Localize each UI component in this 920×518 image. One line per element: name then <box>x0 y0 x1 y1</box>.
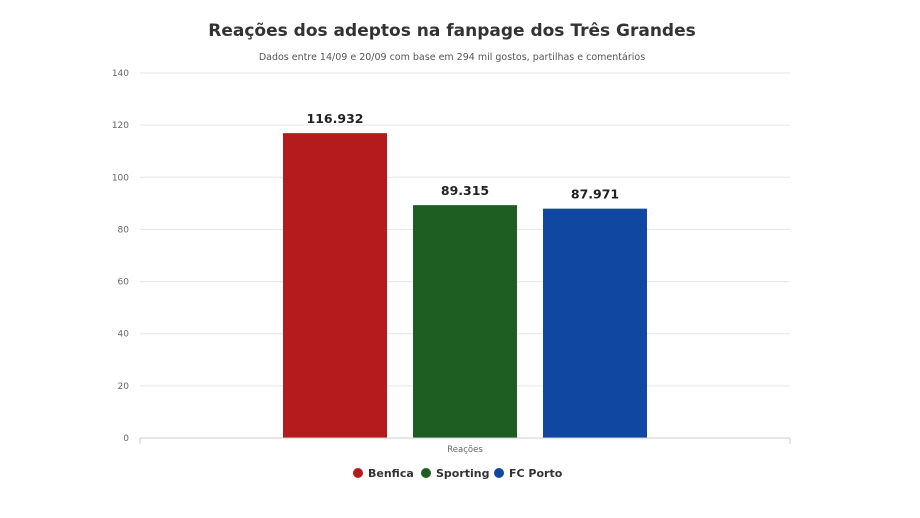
x-axis: Reações <box>139 437 791 455</box>
legend-marker <box>494 468 504 478</box>
legend-label: Benfica <box>368 467 414 480</box>
legend-label: FC Porto <box>509 467 563 480</box>
legend-label: Sporting <box>436 467 490 480</box>
chart-subtitle: Dados entre 14/09 e 20/09 com base em 29… <box>259 52 645 63</box>
y-tick-label: 40 <box>118 330 130 340</box>
bar-benfica[interactable] <box>283 133 387 438</box>
data-label: 87.971 <box>571 187 619 202</box>
bars: 116.932 89.315 87.971 <box>283 111 647 438</box>
legend-item-fc-porto[interactable]: FC Porto <box>494 467 563 480</box>
y-tick-label: 140 <box>112 69 129 79</box>
y-axis-ticks: 0 20 40 60 80 100 120 140 <box>112 69 129 444</box>
data-label: 116.932 <box>307 111 364 126</box>
chart-title: Reações dos adeptos na fanpage dos Três … <box>208 21 696 41</box>
legend-marker <box>421 468 431 478</box>
legend-marker <box>353 468 363 478</box>
y-tick-label: 100 <box>112 173 129 183</box>
legend-item-benfica[interactable]: Benfica <box>353 467 414 480</box>
data-label: 89.315 <box>441 183 489 198</box>
y-tick-label: 0 <box>123 434 129 444</box>
y-tick-label: 120 <box>112 121 129 131</box>
legend-item-sporting[interactable]: Sporting <box>421 467 490 480</box>
category-label: Reações <box>447 445 483 455</box>
y-tick-label: 20 <box>118 382 130 392</box>
y-tick-label: 80 <box>118 225 130 235</box>
legend: Benfica Sporting FC Porto <box>353 467 563 480</box>
bar-fc-porto[interactable] <box>543 208 647 438</box>
y-tick-label: 60 <box>118 278 130 288</box>
bar-sporting[interactable] <box>413 205 517 438</box>
